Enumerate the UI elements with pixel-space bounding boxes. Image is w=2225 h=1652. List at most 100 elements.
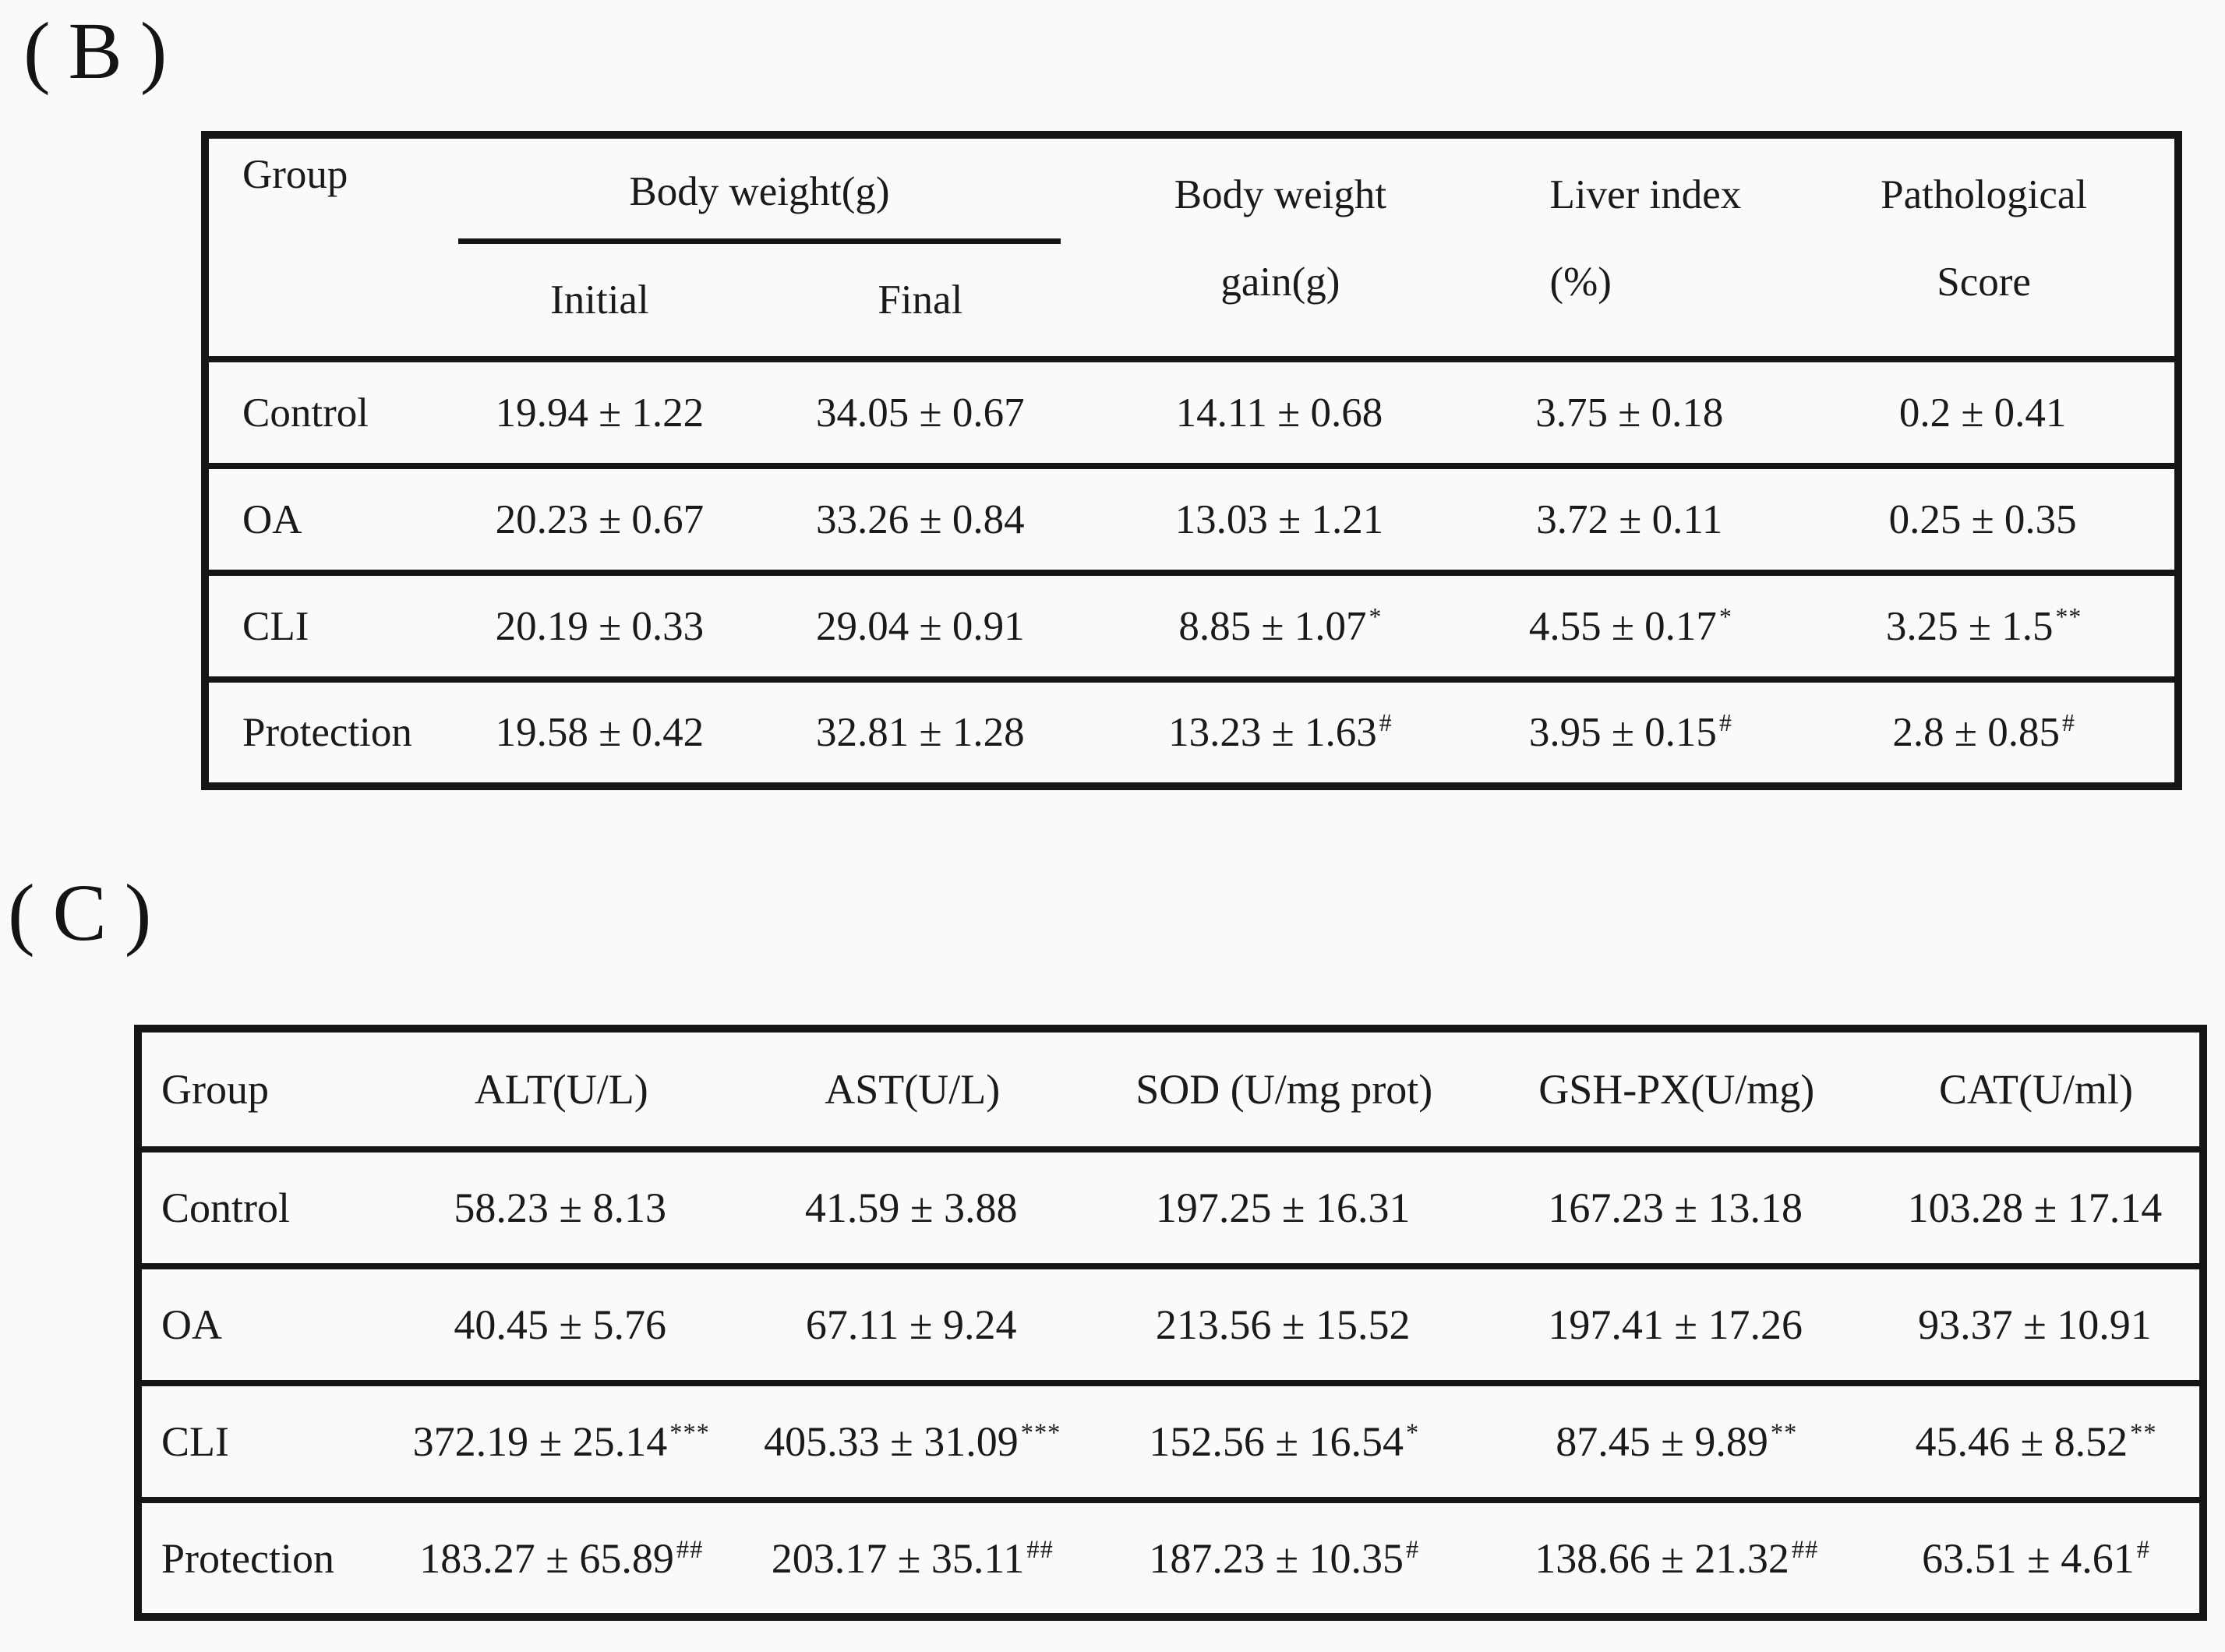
- cell-ast: 203.17 ± 35.11##: [736, 1497, 1088, 1617]
- row-header-group: Control: [205, 356, 452, 466]
- header-line: Pathological: [1881, 172, 2088, 217]
- significance-marker: ***: [669, 1419, 710, 1447]
- cell-value: 3.75 ± 0.18: [1535, 390, 1724, 436]
- cell-alt: 58.23 ± 8.13: [386, 1146, 737, 1266]
- significance-marker: *: [1369, 602, 1383, 630]
- cell-gsh-px: 167.23 ± 13.18: [1480, 1146, 1873, 1266]
- significance-marker: ##: [1791, 1535, 1819, 1564]
- cell-sod: 213.56 ± 15.52: [1088, 1263, 1481, 1383]
- cell-ast: 67.11 ± 9.24: [736, 1263, 1088, 1383]
- cell-sod: 152.56 ± 16.54*: [1088, 1380, 1481, 1500]
- cell-alt: 183.27 ± 65.89##: [386, 1497, 737, 1617]
- body-weight-spanner: Body weight(g): [457, 168, 1061, 244]
- cell-alt: 372.19 ± 25.14***: [386, 1380, 737, 1500]
- column-header-alt: ALT(U/L): [474, 1066, 648, 1113]
- table-row-protection: Protection 183.27 ± 65.89## 203.17 ± 35.…: [138, 1497, 2203, 1617]
- header-line: gain(g): [1220, 259, 1340, 305]
- significance-marker: #: [1718, 709, 1732, 737]
- table-header-row: Group Body weight(g) Body weight gain(g)…: [205, 135, 2178, 305]
- column-header-pathological-score: Pathological Score: [1793, 135, 2178, 359]
- cell-value: 20.19 ± 0.33: [495, 603, 705, 649]
- cell-value: 14.11 ± 0.68: [1175, 390, 1383, 436]
- cell-value: 40.45 ± 5.76: [454, 1301, 667, 1348]
- cell-liver-index: 3.75 ± 0.18: [1467, 356, 1794, 466]
- cell-value: 138.66 ± 21.32: [1535, 1534, 1789, 1582]
- cell-value: 33.26 ± 0.84: [816, 496, 1025, 542]
- cell-final: 32.81 ± 1.28: [747, 676, 1093, 786]
- cell-initial: 20.23 ± 0.67: [451, 463, 748, 573]
- column-header-group: Group: [161, 1066, 269, 1113]
- cell-sod: 197.25 ± 16.31: [1088, 1146, 1481, 1266]
- cell-liver-index: 3.95 ± 0.15#: [1467, 676, 1794, 786]
- cell-value: 187.23 ± 10.35: [1149, 1534, 1404, 1582]
- cell-value: 34.05 ± 0.67: [816, 390, 1025, 436]
- significance-marker: ***: [1020, 1419, 1061, 1447]
- cell-body-weight-gain: 14.11 ± 0.68: [1093, 356, 1468, 466]
- table-row-oa: OA 20.23 ± 0.67 33.26 ± 0.84 13.03 ± 1.2…: [205, 463, 2178, 573]
- cell-value: 0.2 ± 0.41: [1898, 390, 2067, 436]
- cell-body-weight-gain: 13.23 ± 1.63#: [1093, 676, 1468, 786]
- cell-value: 3.72 ± 0.11: [1536, 496, 1723, 542]
- significance-marker: #: [2136, 1535, 2150, 1564]
- cell-value: 0.25 ± 0.35: [1888, 496, 2077, 542]
- cell-pathological-score: 2.8 ± 0.85#: [1793, 676, 2178, 786]
- cell-value: 2.8 ± 0.85: [1892, 710, 2060, 755]
- table-row-cli: CLI 20.19 ± 0.33 29.04 ± 0.91 8.85 ± 1.0…: [205, 570, 2178, 680]
- column-header-sod: SOD (U/mg prot): [1135, 1066, 1433, 1113]
- column-header-gsh-px: GSH-PX(U/mg): [1538, 1066, 1815, 1113]
- cell-value: 13.23 ± 1.63: [1168, 710, 1377, 755]
- cell-value: 45.46 ± 8.52: [1915, 1418, 2128, 1465]
- significance-marker: ##: [676, 1535, 704, 1564]
- row-header-group: Control: [138, 1146, 386, 1266]
- cell-pathological-score: 3.25 ± 1.5**: [1793, 570, 2178, 680]
- cell-ast: 41.59 ± 3.88: [736, 1146, 1088, 1266]
- cell-body-weight-gain: 8.85 ± 1.07*: [1093, 570, 1468, 680]
- cell-value: 197.41 ± 17.26: [1548, 1301, 1803, 1348]
- cell-gsh-px: 197.41 ± 17.26: [1480, 1263, 1873, 1383]
- table-subheader-row: Initial Final: [205, 244, 2178, 359]
- cell-pathological-score: 0.2 ± 0.41: [1793, 356, 2178, 466]
- cell-final: 33.26 ± 0.84: [747, 463, 1093, 573]
- cell-value: 41.59 ± 3.88: [804, 1184, 1018, 1231]
- row-header-group: CLI: [205, 570, 452, 680]
- table-row-control: Control 19.94 ± 1.22 34.05 ± 0.67 14.11 …: [205, 356, 2178, 466]
- cell-initial: 19.58 ± 0.42: [451, 676, 748, 786]
- cell-value: 183.27 ± 65.89: [419, 1534, 674, 1582]
- cell-ast: 405.33 ± 31.09***: [736, 1380, 1088, 1500]
- table-row-control: Control 58.23 ± 8.13 41.59 ± 3.88 197.25…: [138, 1146, 2203, 1266]
- column-header-liver-index: Liver index (%): [1467, 135, 1793, 359]
- cell-value: 213.56 ± 15.52: [1155, 1301, 1411, 1348]
- header-line: Liver index: [1549, 172, 1742, 217]
- row-header-group: Protection: [205, 676, 452, 786]
- table-header-row: Group ALT(U/L) AST(U/L) SOD (U/mg prot) …: [138, 1029, 2203, 1149]
- column-header-cat: CAT(U/ml): [1939, 1066, 2133, 1113]
- cell-value: 203.17 ± 35.11: [771, 1534, 1025, 1582]
- cell-value: 372.19 ± 25.14: [412, 1418, 668, 1465]
- column-header-ast: AST(U/L): [825, 1066, 1001, 1113]
- header-line: Score: [1937, 259, 2031, 305]
- panel-b-table: Group Body weight(g) Body weight gain(g)…: [201, 131, 2182, 790]
- column-header-initial: Initial: [550, 277, 649, 323]
- cell-initial: 19.94 ± 1.22: [451, 356, 748, 466]
- cell-sod: 187.23 ± 10.35#: [1088, 1497, 1481, 1617]
- cell-final: 29.04 ± 0.91: [747, 570, 1093, 680]
- cell-liver-index: 4.55 ± 0.17*: [1467, 570, 1794, 680]
- cell-cat: 63.51 ± 4.61#: [1873, 1497, 2203, 1617]
- cell-value: 29.04 ± 0.91: [816, 603, 1025, 649]
- cell-gsh-px: 87.45 ± 9.89**: [1480, 1380, 1873, 1500]
- cell-cat: 93.37 ± 10.91: [1873, 1263, 2203, 1383]
- cell-value: 3.95 ± 0.15: [1528, 710, 1717, 755]
- column-header-body-weight-gain: Body weight gain(g): [1093, 135, 1467, 359]
- cell-pathological-score: 0.25 ± 0.35: [1793, 463, 2178, 573]
- cell-alt: 40.45 ± 5.76: [386, 1263, 737, 1383]
- cell-gsh-px: 138.66 ± 21.32##: [1480, 1497, 1873, 1617]
- row-header-group: Protection: [138, 1497, 386, 1617]
- table-row-cli: CLI 372.19 ± 25.14*** 405.33 ± 31.09*** …: [138, 1380, 2203, 1500]
- column-header-body-weight: Body weight(g): [452, 135, 1093, 244]
- cell-value: 58.23 ± 8.13: [454, 1184, 667, 1231]
- cell-cat: 45.46 ± 8.52**: [1873, 1380, 2203, 1500]
- panel-c-label: (C): [8, 868, 170, 958]
- cell-initial: 20.19 ± 0.33: [451, 570, 748, 680]
- cell-value: 8.85 ± 1.07: [1178, 603, 1367, 649]
